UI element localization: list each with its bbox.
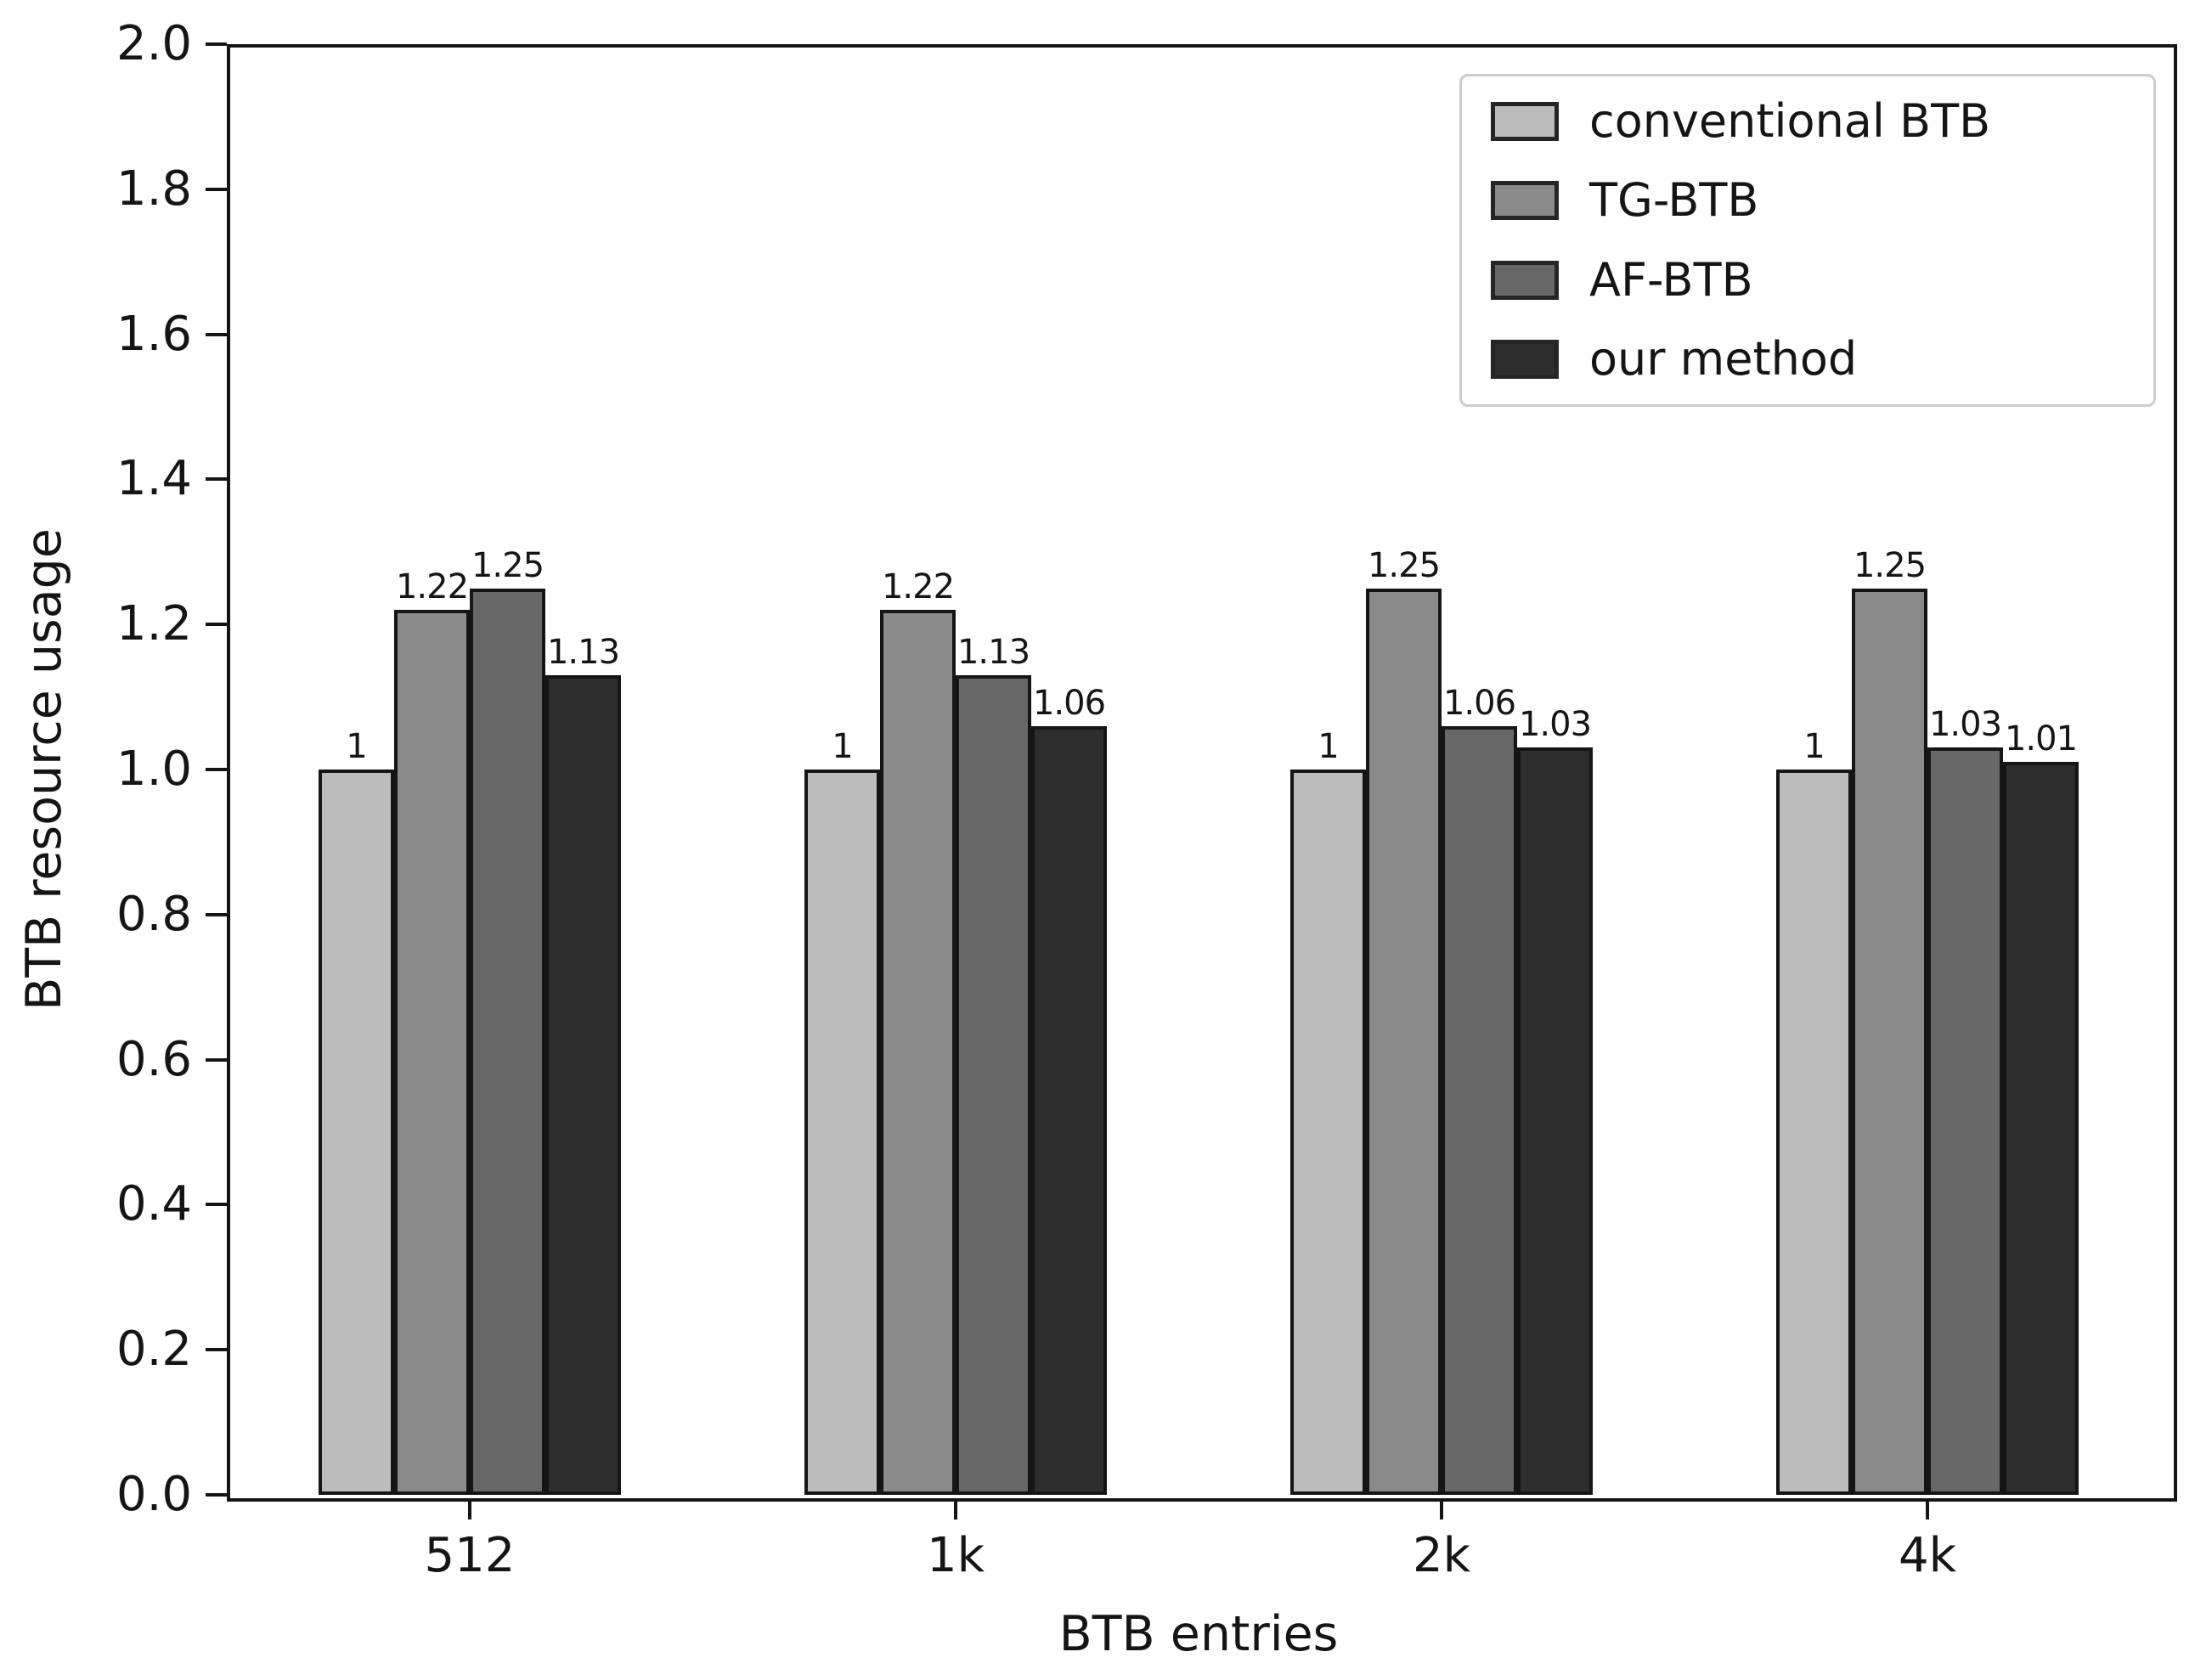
legend-label: AF-BTB	[1589, 252, 1753, 307]
x-tick-label: 4k	[1898, 1528, 1957, 1583]
y-tick-mark	[206, 42, 227, 46]
legend-swatch-icon	[1491, 339, 1559, 379]
x-tick-label: 512	[424, 1528, 516, 1583]
legend-swatch-icon	[1491, 260, 1559, 300]
bar-value-label: 1.06	[1442, 683, 1516, 723]
bar-value-label: 1.06	[1032, 683, 1106, 723]
legend-label: conventional BTB	[1589, 94, 1991, 148]
x-axis-label: BTB entries	[1058, 1606, 1339, 1662]
bar-tg-btb	[1366, 588, 1442, 1495]
legend-item: conventional BTB	[1491, 99, 2124, 144]
bar-value-label: 1	[832, 727, 853, 766]
y-tick-mark	[206, 332, 227, 336]
bar-conventional-btb	[319, 770, 394, 1495]
bar-value-label: 1	[1803, 727, 1825, 766]
y-tick-mark	[206, 1057, 227, 1062]
bar-conventional-btb	[1290, 770, 1366, 1495]
y-tick-label: 2.0	[116, 16, 192, 71]
y-tick-mark	[206, 768, 227, 771]
bar-conventional-btb	[804, 770, 880, 1495]
bar-our-method	[1031, 725, 1107, 1495]
y-tick-mark	[206, 623, 227, 627]
bar-our-method	[2003, 762, 2079, 1495]
y-tick-mark	[206, 1493, 227, 1497]
x-tick-mark	[1440, 1498, 1443, 1519]
bar-value-label: 1.03	[1518, 705, 1592, 745]
y-axis-label: BTB resource usage	[16, 528, 72, 1011]
bar-value-label: 1.22	[881, 567, 955, 607]
legend-label: TG-BTB	[1589, 173, 1759, 228]
y-tick-label: 1.0	[116, 741, 192, 797]
legend-swatch-icon	[1491, 102, 1559, 141]
x-tick-label: 1k	[926, 1528, 985, 1583]
x-tick-mark	[1926, 1498, 1929, 1519]
bar-af-btb	[1927, 747, 2003, 1495]
legend-swatch-icon	[1491, 181, 1559, 221]
x-tick-mark	[468, 1498, 471, 1519]
legend: conventional BTB TG-BTB AF-BTB our method	[1459, 74, 2156, 407]
y-tick-label: 0.8	[116, 886, 192, 942]
y-tick-label: 1.6	[116, 306, 192, 362]
legend-label: our method	[1589, 331, 1858, 386]
bar-tg-btb	[1852, 588, 1927, 1495]
legend-item: AF-BTB	[1491, 257, 2124, 303]
bar-af-btb	[470, 588, 545, 1495]
y-tick-label: 1.2	[116, 596, 192, 652]
y-tick-label: 0.6	[116, 1031, 192, 1087]
bar-conventional-btb	[1776, 770, 1852, 1495]
bar-value-label: 1	[346, 727, 367, 766]
bar-our-method	[545, 674, 621, 1495]
bar-value-label: 1.25	[1853, 545, 1927, 585]
bar-tg-btb	[880, 610, 956, 1495]
bar-value-label: 1.01	[2004, 719, 2078, 759]
x-tick-label: 2k	[1412, 1528, 1471, 1583]
y-tick-mark	[206, 912, 227, 916]
bar-value-label: 1.13	[546, 632, 620, 672]
bar-value-label: 1.22	[395, 567, 469, 607]
y-tick-label: 1.8	[116, 161, 192, 217]
x-tick-mark	[954, 1498, 957, 1519]
bar-af-btb	[1442, 725, 1517, 1495]
bar-tg-btb	[394, 610, 470, 1495]
y-tick-mark	[206, 477, 227, 482]
bar-value-label: 1.25	[471, 545, 545, 585]
y-tick-label: 0.0	[116, 1467, 192, 1522]
bar-value-label: 1	[1318, 727, 1339, 766]
bar-value-label: 1.13	[956, 632, 1030, 672]
bar-af-btb	[956, 674, 1031, 1495]
bar-value-label: 1.03	[1928, 705, 2002, 745]
bar-value-label: 1.25	[1367, 545, 1441, 585]
y-tick-label: 0.2	[116, 1322, 192, 1378]
bar-our-method	[1517, 747, 1593, 1495]
y-tick-mark	[206, 187, 227, 191]
y-tick-mark	[206, 1203, 227, 1207]
y-tick-label: 0.4	[116, 1176, 192, 1232]
y-tick-mark	[206, 1348, 227, 1352]
legend-item: our method	[1491, 331, 2124, 386]
legend-item: TG-BTB	[1491, 178, 2124, 223]
y-tick-label: 1.4	[116, 451, 192, 507]
